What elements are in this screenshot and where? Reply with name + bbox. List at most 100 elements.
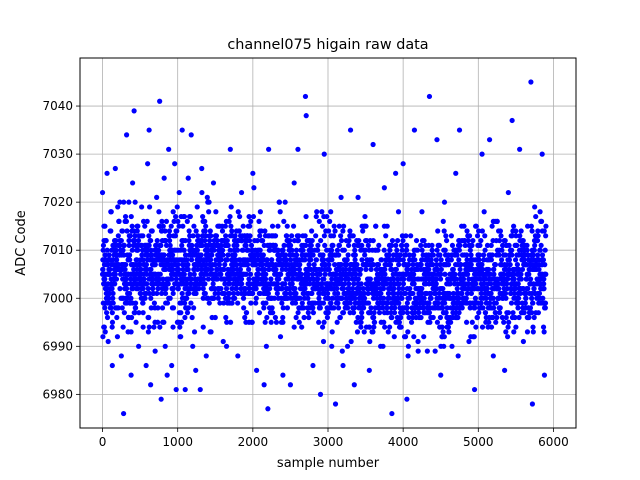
data-point	[203, 353, 209, 359]
data-point	[188, 257, 195, 263]
data-point	[334, 286, 340, 292]
data-point	[254, 237, 260, 244]
data-point	[402, 290, 409, 297]
data-point	[315, 276, 321, 282]
data-point	[332, 228, 338, 234]
data-point	[514, 242, 520, 249]
data-point	[515, 300, 522, 306]
data-point	[226, 218, 232, 224]
data-point	[358, 314, 364, 321]
data-point	[406, 252, 412, 258]
data-point	[177, 324, 183, 330]
x-tick-label: 6000	[538, 435, 569, 449]
data-point	[482, 310, 489, 316]
data-point	[464, 257, 470, 263]
data-point	[227, 146, 233, 152]
data-point	[126, 199, 132, 205]
data-point	[221, 290, 227, 297]
data-point	[300, 247, 306, 253]
data-point	[148, 266, 154, 273]
x-tick-label: 2000	[238, 435, 269, 449]
data-point	[234, 247, 241, 253]
data-point	[345, 276, 352, 282]
data-point	[182, 314, 188, 321]
data-point	[276, 276, 282, 282]
data-point	[293, 252, 300, 258]
data-point	[328, 209, 334, 215]
data-point	[356, 237, 362, 244]
data-point	[459, 305, 465, 311]
data-point	[208, 233, 214, 239]
data-point	[391, 334, 397, 340]
data-point	[469, 319, 475, 325]
data-point	[477, 242, 483, 249]
data-point	[218, 286, 224, 292]
data-point	[341, 290, 347, 297]
data-point	[341, 223, 347, 229]
data-point	[515, 305, 521, 311]
data-point	[352, 295, 358, 301]
data-point	[148, 295, 154, 301]
data-point	[427, 319, 433, 325]
data-point	[429, 242, 435, 249]
data-point	[291, 324, 297, 330]
data-point	[426, 310, 433, 316]
data-point	[154, 237, 160, 244]
data-point	[227, 276, 233, 282]
data-point	[186, 237, 192, 244]
data-point	[321, 257, 327, 263]
data-point	[471, 386, 478, 393]
data-point	[414, 247, 421, 253]
data-point	[468, 290, 474, 297]
data-point	[331, 223, 337, 229]
data-point	[436, 242, 442, 249]
data-point	[279, 286, 285, 292]
data-point	[479, 228, 485, 234]
data-point	[266, 266, 272, 273]
data-point	[313, 257, 320, 263]
data-point	[456, 127, 463, 133]
data-point	[408, 233, 414, 239]
data-point	[486, 137, 493, 143]
data-point	[218, 242, 224, 249]
data-point	[535, 310, 542, 316]
data-point	[131, 262, 137, 268]
data-point	[200, 324, 206, 330]
data-point	[518, 271, 524, 277]
data-point	[473, 324, 479, 330]
data-point	[293, 290, 299, 297]
data-point	[491, 271, 497, 277]
data-point	[310, 252, 316, 258]
data-point	[456, 295, 462, 301]
data-point	[401, 276, 407, 282]
data-point	[524, 242, 530, 249]
data-point	[370, 329, 376, 335]
data-point	[515, 295, 522, 301]
data-point	[109, 286, 115, 292]
data-point	[500, 271, 507, 277]
data-point	[321, 276, 327, 282]
data-point	[322, 242, 328, 249]
data-point	[197, 386, 203, 393]
data-point	[432, 348, 438, 354]
data-point	[237, 266, 243, 273]
data-point	[428, 295, 434, 301]
data-point	[368, 305, 374, 311]
data-point	[502, 290, 509, 297]
data-point	[211, 295, 217, 301]
data-point	[426, 266, 432, 273]
data-point	[465, 281, 471, 287]
data-point	[134, 266, 140, 273]
data-point	[269, 257, 275, 263]
data-point	[347, 300, 353, 306]
data-point	[381, 185, 387, 191]
data-point	[404, 310, 411, 316]
data-point	[339, 348, 345, 354]
data-point	[103, 237, 109, 244]
data-point	[531, 247, 537, 253]
data-point	[124, 228, 130, 234]
data-point	[185, 175, 191, 181]
data-point	[149, 228, 155, 234]
data-point	[174, 228, 180, 234]
data-point	[345, 252, 351, 258]
